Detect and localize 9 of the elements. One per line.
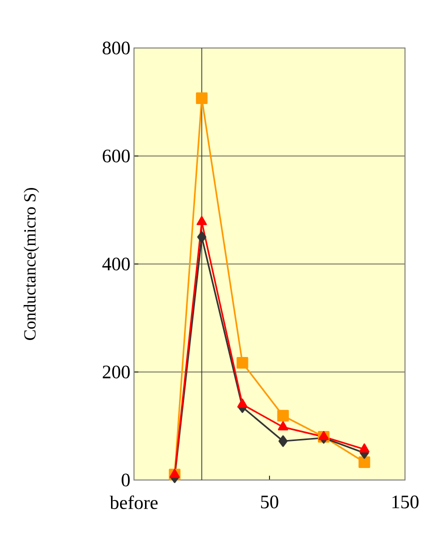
y-tick-label: 0 [122,474,130,486]
y-axis-title: Conductance(micro S) [24,188,40,340]
x-tick-label: before [110,496,158,510]
y-tick-label: 200 [102,366,130,378]
y-tick-label: 600 [102,150,130,162]
x-tick-label: 50 [261,496,278,508]
x-tick-label: 150 [392,496,419,508]
y-tick-label: 800 [102,42,130,54]
y-tick-label: 400 [102,258,130,270]
